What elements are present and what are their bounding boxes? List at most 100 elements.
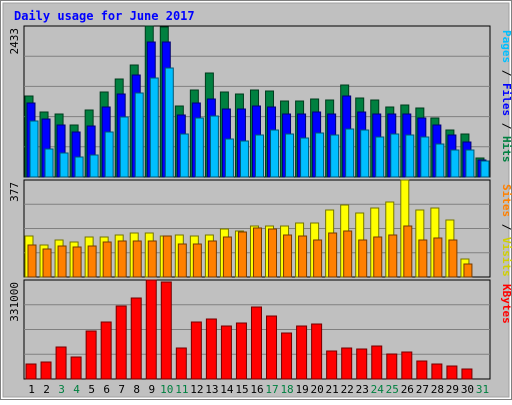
- bar-kbytes-day-7: [115, 305, 127, 380]
- bar-sites-day-17: [268, 228, 278, 278]
- bar-kbytes-day-18: [281, 332, 293, 380]
- legend-sites: Sites: [500, 184, 512, 217]
- bar-pages-day-8: [134, 92, 144, 178]
- legend-separator: /: [500, 116, 512, 136]
- bar-kbytes-day-28: [431, 363, 443, 380]
- bar-pages-day-23: [360, 129, 370, 178]
- bar-sites-day-11: [177, 243, 187, 278]
- x-tick-day-29: 29: [446, 383, 459, 396]
- bar-sites-day-2: [42, 248, 52, 278]
- x-tick-day-30: 30: [461, 383, 474, 396]
- bar-sites-day-14: [222, 236, 232, 278]
- bar-pages-day-18: [285, 133, 295, 178]
- bar-kbytes-day-22: [341, 347, 353, 380]
- x-tick-day-16: 16: [250, 383, 263, 396]
- x-tick-day-18: 18: [280, 383, 293, 396]
- bar-sites-day-21: [328, 232, 338, 278]
- legend-visits: Visits: [500, 237, 512, 277]
- bar-sites-day-15: [237, 231, 247, 278]
- bar-pages-day-25: [390, 133, 400, 178]
- bar-pages-day-31: [480, 160, 490, 178]
- bar-kbytes-day-5: [85, 330, 97, 380]
- bar-sites-day-6: [102, 241, 112, 278]
- bar-kbytes-day-3: [55, 346, 67, 380]
- bar-kbytes-day-14: [220, 325, 232, 380]
- x-tick-day-31: 31: [476, 383, 489, 396]
- bar-kbytes-day-19: [296, 325, 308, 380]
- bar-kbytes-day-24: [371, 345, 383, 380]
- bar-pages-day-11: [179, 133, 189, 178]
- bar-pages-day-28: [435, 143, 445, 178]
- x-tick-day-24: 24: [371, 383, 385, 396]
- bar-sites-day-27: [418, 239, 428, 278]
- bar-sites-day-13: [207, 240, 217, 278]
- bar-kbytes-day-25: [386, 353, 398, 380]
- x-tick-day-10: 10: [160, 383, 173, 396]
- panel-legend: KBytes: [500, 284, 512, 324]
- bar-sites-day-20: [313, 239, 323, 278]
- bar-sites-day-8: [132, 240, 142, 278]
- x-tick-day-13: 13: [205, 383, 218, 396]
- bar-kbytes-day-29: [446, 365, 458, 380]
- bar-kbytes-day-30: [461, 368, 473, 380]
- bar-pages-day-6: [104, 131, 114, 178]
- bar-sites-day-29: [448, 239, 458, 278]
- bar-pages-day-27: [420, 136, 430, 178]
- x-tick-day-26: 26: [401, 383, 414, 396]
- bar-kbytes-day-26: [401, 351, 413, 380]
- bar-kbytes-day-9: [145, 279, 157, 380]
- chart-title: Daily usage for June 2017: [14, 9, 195, 23]
- panel-kbytes: 331000 KBytes: [8, 279, 512, 380]
- bar-sites-day-19: [298, 235, 308, 278]
- panel-legend: Pages / Files / Hits: [500, 30, 512, 163]
- panel-pages-files-hits: 2433 Pages / Files / Hits: [8, 25, 512, 178]
- x-tick-day-25: 25: [386, 383, 399, 396]
- x-tick-day-4: 4: [73, 383, 80, 396]
- bar-kbytes-day-27: [416, 360, 428, 380]
- bar-sites-day-26: [403, 225, 413, 278]
- bar-kbytes-day-15: [235, 322, 247, 380]
- bar-sites-day-12: [192, 243, 202, 278]
- bar-pages-day-30: [465, 149, 475, 178]
- x-tick-day-8: 8: [133, 383, 140, 396]
- bar-pages-day-16: [254, 134, 264, 178]
- x-tick-day-17: 17: [265, 383, 278, 396]
- x-tick-day-23: 23: [356, 383, 369, 396]
- bar-pages-day-14: [224, 138, 234, 178]
- bar-sites-day-28: [433, 237, 443, 278]
- x-tick-day-20: 20: [311, 383, 324, 396]
- x-tick-day-1: 1: [28, 383, 35, 396]
- bar-kbytes-day-16: [250, 306, 262, 380]
- series-sites: [27, 225, 473, 278]
- x-tick-day-19: 19: [295, 383, 308, 396]
- x-tick-day-5: 5: [88, 383, 95, 396]
- panel-legend: Sites / Visits: [500, 184, 512, 277]
- bar-kbytes-day-12: [190, 321, 202, 380]
- bar-kbytes-day-13: [205, 318, 217, 380]
- bar-pages-day-20: [315, 132, 325, 178]
- x-tick-day-27: 27: [416, 383, 429, 396]
- bar-kbytes-day-4: [70, 356, 82, 380]
- legend-kbytes: KBytes: [500, 284, 512, 324]
- bar-pages-day-26: [405, 134, 415, 178]
- bar-kbytes-day-17: [266, 315, 278, 380]
- panel-max-label: 2433: [8, 28, 21, 55]
- bar-pages-day-13: [209, 115, 219, 178]
- x-tick-day-14: 14: [220, 383, 234, 396]
- bar-sites-day-23: [358, 239, 368, 278]
- bar-pages-day-3: [59, 152, 69, 178]
- bar-pages-day-12: [194, 117, 204, 178]
- x-tick-day-7: 7: [118, 383, 125, 396]
- bar-sites-day-5: [87, 245, 97, 278]
- x-tick-day-15: 15: [235, 383, 248, 396]
- bar-pages-day-15: [239, 140, 249, 178]
- bar-sites-day-25: [388, 234, 398, 278]
- bar-kbytes-day-11: [175, 347, 187, 380]
- series-pages: [29, 67, 490, 178]
- bar-pages-day-19: [300, 137, 310, 178]
- bar-pages-day-22: [345, 128, 355, 178]
- bar-sites-day-9: [147, 240, 157, 278]
- legend-hits: Hits: [500, 136, 512, 163]
